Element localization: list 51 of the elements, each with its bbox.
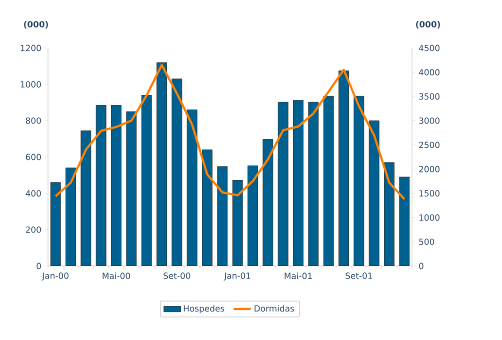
y-tick-label: 800 <box>26 117 41 124</box>
x-tick-label: Mai-00 <box>102 272 130 280</box>
bar <box>80 130 92 266</box>
y2-tick-label: 2500 <box>419 142 440 148</box>
legend-label: Hospedes <box>184 305 224 314</box>
y-tick-label: 1200 <box>20 44 41 52</box>
bar <box>186 110 198 266</box>
bar <box>308 102 319 266</box>
y2-tick-label: 1000 <box>419 214 440 221</box>
y2-tick-label: 4500 <box>418 44 440 52</box>
bar <box>293 100 304 266</box>
y2-axis-title: (000) <box>416 20 440 28</box>
x-tick-label: Set-01 <box>346 272 372 279</box>
bar <box>126 111 137 266</box>
bar <box>111 104 122 266</box>
bar <box>278 102 288 266</box>
bar <box>66 168 76 266</box>
y-tick-label: 200 <box>26 226 41 233</box>
bar <box>202 149 213 266</box>
bar <box>354 96 364 266</box>
y2-tick-label: 4000 <box>418 69 440 76</box>
y-tick-label: 0 <box>36 262 41 270</box>
bar <box>368 120 380 266</box>
y-tick-label: 400 <box>26 190 41 197</box>
y2-tick-label: 1500 <box>419 190 440 197</box>
bar <box>338 70 350 266</box>
bar <box>96 104 106 266</box>
y-tick-label: 1000 <box>20 81 41 88</box>
x-tick-label: Mai-01 <box>284 272 312 280</box>
bar <box>50 182 61 266</box>
bar <box>323 96 334 266</box>
bar <box>248 165 258 266</box>
x-tick-label: Set-00 <box>164 272 190 279</box>
y2-tick-label: 0 <box>419 262 424 270</box>
bar <box>399 176 410 266</box>
y2-tick-label: 2000 <box>419 166 440 172</box>
x-tick-label: Jan-00 <box>42 272 68 281</box>
bar <box>156 62 168 266</box>
legend-label: Dormidas <box>254 305 294 312</box>
line-series <box>54 64 406 200</box>
bar <box>217 166 228 266</box>
x-tick-label: Jan-01 <box>224 272 250 281</box>
y2-tick-label: 500 <box>419 238 434 245</box>
y-tick-label: 600 <box>26 154 41 160</box>
bar <box>141 94 152 266</box>
bar <box>262 138 274 266</box>
bar <box>232 180 243 266</box>
y-axis-title: (000) <box>24 20 48 28</box>
y2-tick-label: 3000 <box>419 117 440 124</box>
y2-tick-label: 3500 <box>419 93 440 100</box>
bar <box>172 78 182 266</box>
